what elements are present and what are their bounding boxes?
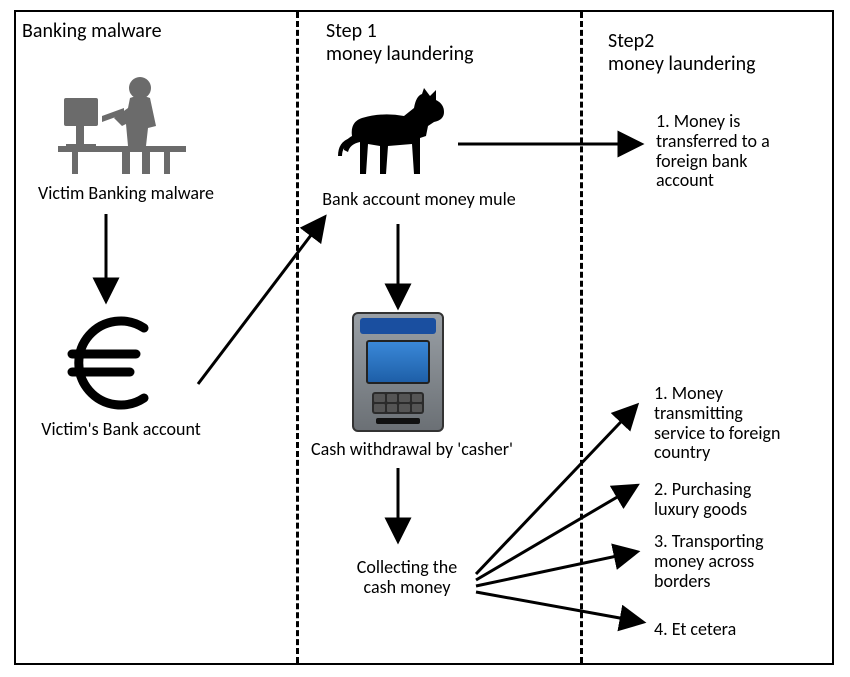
step2-transfer-text: 1. Money is transferred to a foreign ban… [656,112,826,191]
step2-list-item-1: 1. Money transmitting service to foreign… [654,384,832,463]
victim-malware-label: Victim Banking malware [26,184,226,204]
donkey-icon [332,86,452,186]
column-divider-1 [296,12,299,663]
atm-icon [352,312,444,432]
step2-list-item-3: 3. Transporting money across borders [654,532,832,591]
money-mule-label: Bank account money mule [304,190,534,210]
step2-list-item-4: 4. Et cetera [654,620,832,640]
column-divider-2 [580,12,583,663]
person-at-desk-icon [52,68,192,178]
col1-title: Banking malware [22,20,162,43]
diagram-frame: Banking malware Step 1 money laundering … [14,10,834,665]
victim-bank-account-label: Victim's Bank account [26,420,216,440]
collecting-cash-label: Collecting the cash money [332,558,482,598]
cash-withdrawal-label: Cash withdrawal by 'casher' [292,440,532,460]
col3-title: Step2 money laundering [608,30,756,76]
step2-list-item-2: 2. Purchasing luxury goods [654,480,832,520]
col2-title: Step 1 money laundering [326,20,474,66]
euro-symbol-icon [58,308,168,418]
